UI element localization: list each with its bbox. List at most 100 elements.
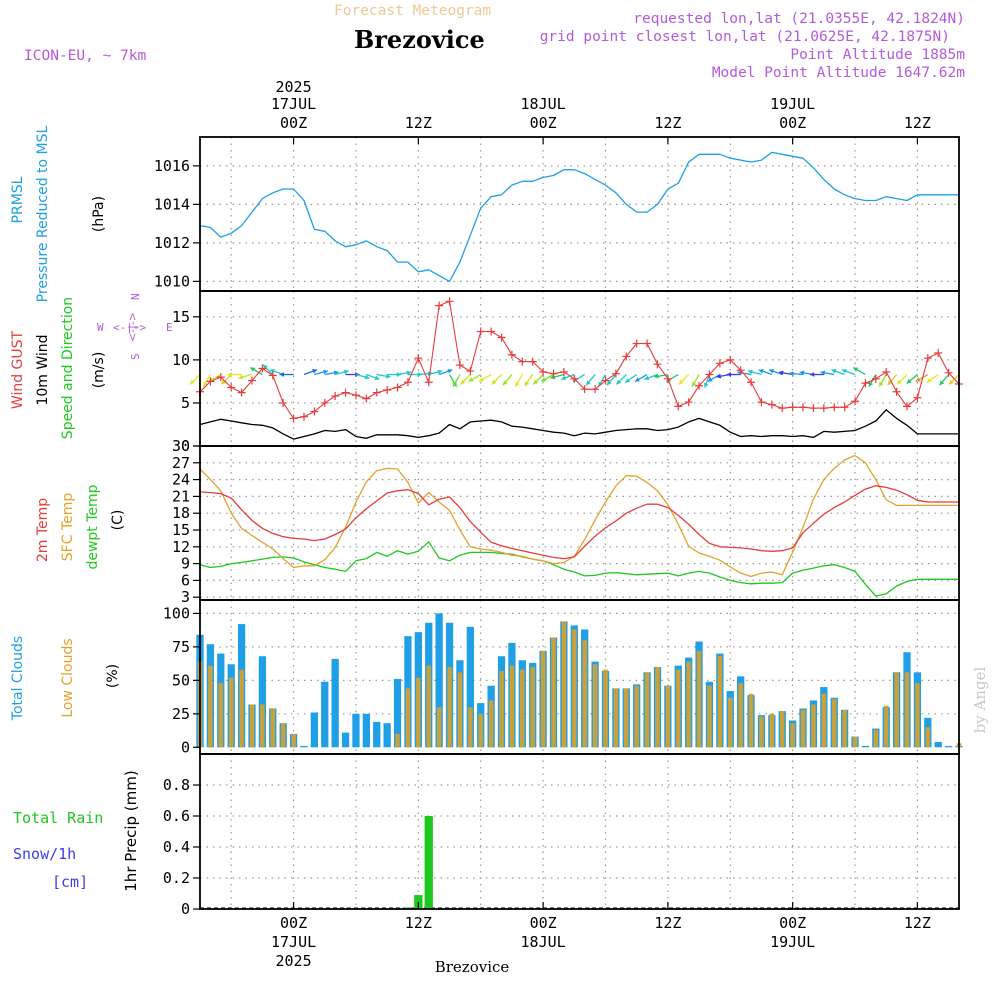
cloud-low-bar xyxy=(717,656,723,748)
wind-arrow-head xyxy=(606,380,612,386)
rain-bar xyxy=(424,816,433,909)
wind-gust-marker xyxy=(913,393,922,402)
panel-frames xyxy=(199,136,960,910)
cloud-low-bar xyxy=(218,683,224,748)
wind-gust-marker xyxy=(611,369,620,378)
wind-gust-marker xyxy=(476,327,485,336)
wind-gust-marker xyxy=(934,349,943,357)
wind-gust-marker xyxy=(331,392,340,401)
wind-gust-marker xyxy=(882,367,891,376)
cloud-low-bar xyxy=(821,693,827,748)
compass-e: E xyxy=(166,321,173,334)
wind-arrow-head xyxy=(364,374,370,380)
model-label: ICON-EU, ~ 7km xyxy=(24,48,146,64)
compass-ns-arrow: <-|-> xyxy=(126,312,139,342)
wind-gust-marker xyxy=(819,404,828,413)
cloud-total-bar xyxy=(861,745,870,748)
wind-gust-marker xyxy=(206,377,215,386)
wind-arrow-head xyxy=(333,370,339,376)
wind-arrow-head xyxy=(227,372,232,377)
wind-gust-marker xyxy=(903,402,912,411)
wind-gust-marker xyxy=(653,360,662,369)
cloud-total-bar xyxy=(362,713,370,748)
cloud-low-bar xyxy=(488,700,494,748)
cloud-low-bar xyxy=(769,713,775,748)
wind-gust-marker xyxy=(559,367,568,376)
cloud-low-bar xyxy=(696,650,702,748)
cloud-low-bar xyxy=(603,669,608,748)
data-layer xyxy=(189,151,963,909)
y-tick-label: 0 xyxy=(181,738,190,756)
wind-arrow-head xyxy=(250,367,256,372)
y-tick-label: 50 xyxy=(172,671,190,689)
cloud-low-bar xyxy=(530,666,535,748)
cloud-low-bar xyxy=(509,665,515,748)
y-tick-label: 10 xyxy=(172,351,190,369)
wind-arrow-head xyxy=(238,374,244,380)
cloud-total-bar xyxy=(321,681,329,748)
cloud-low-bar xyxy=(499,670,504,748)
y-tick-label: 1014 xyxy=(154,195,190,213)
y-tick-label: 21 xyxy=(172,487,190,505)
cloud-low-bar xyxy=(759,716,764,748)
cloud-low-bar xyxy=(395,733,400,748)
y-tick-label: 18 xyxy=(172,504,190,522)
cloud-low-bar xyxy=(592,664,598,748)
wind-gust-marker xyxy=(414,354,423,363)
wind-arrow-head xyxy=(868,381,874,387)
y-tick-label: 9 xyxy=(181,555,190,573)
label-layer: PRMSL Pressure Reduced to MSL (hPa) Wind GU… xyxy=(10,125,173,891)
wind-gust-marker xyxy=(622,352,631,361)
compass-w: W xyxy=(97,321,104,334)
wind-gust-marker xyxy=(861,379,870,388)
wind-gust-marker xyxy=(310,407,319,416)
cloud-low-bar xyxy=(613,688,619,748)
wind-arrow-head xyxy=(831,368,837,374)
y-tick-label: 0 xyxy=(181,900,190,918)
wind-arrow-head xyxy=(586,380,591,386)
cloud-total-bar xyxy=(934,741,942,748)
dewpoint-line xyxy=(199,541,959,597)
snow-label: Snow/1h xyxy=(13,845,76,863)
wind-gust-marker xyxy=(788,403,797,412)
bottom-time-label: 00Z xyxy=(280,914,307,932)
wind-gust-marker xyxy=(528,357,537,366)
cloud-low-bar xyxy=(655,666,660,748)
cloud-total-bar xyxy=(393,679,402,748)
wind-arrow-head xyxy=(841,368,847,374)
top-day-label: 17JUL xyxy=(271,95,316,113)
wind-arrow-head xyxy=(703,382,709,388)
temp-unit: (C) xyxy=(110,510,126,531)
y-tick-label: 1016 xyxy=(154,157,190,175)
cloud-low-bar xyxy=(249,704,255,748)
wind-gust-marker xyxy=(715,359,724,368)
credit-text: by Angel xyxy=(971,666,989,733)
wind-arrow-head xyxy=(644,375,650,381)
wind-gust-marker xyxy=(736,366,745,375)
wind-gust-marker xyxy=(539,367,548,376)
wind-gust-marker xyxy=(455,361,464,370)
cloud-low-bar xyxy=(686,661,691,748)
wind-arrow-head xyxy=(939,380,945,386)
y-tick-label: 100 xyxy=(163,604,190,622)
y-tick-label: 30 xyxy=(172,437,190,455)
y-tick-label: 25 xyxy=(172,705,190,723)
cloud-low-bar xyxy=(405,688,411,748)
bottom-time-label: 00Z xyxy=(779,914,806,932)
cloud-low-bar xyxy=(883,705,889,748)
wind-arrow-head xyxy=(799,370,805,376)
low-clouds-label: Low Clouds xyxy=(60,638,76,717)
wind-dir-label: Speed and Direction xyxy=(60,297,76,439)
rain-label: Total Rain xyxy=(13,809,103,827)
cloud-low-bar xyxy=(457,672,463,748)
wind-gust-marker xyxy=(237,388,246,397)
wind-unit: (m/s) xyxy=(91,352,107,389)
cloud-low-bar xyxy=(748,693,754,748)
cloud-total-bar xyxy=(331,658,339,748)
wind-arrow-head xyxy=(915,377,921,382)
wind-arrow-head xyxy=(270,368,275,374)
wind-gust-marker xyxy=(372,388,381,397)
wind-arrow-head xyxy=(692,381,697,387)
